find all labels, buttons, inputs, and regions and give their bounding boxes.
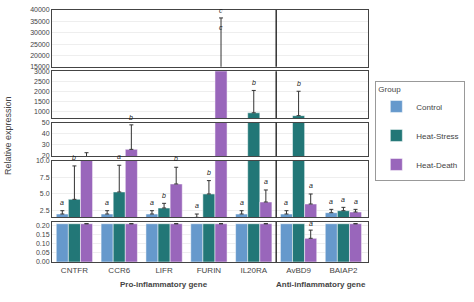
svg-text:1500: 1500 [34, 98, 50, 105]
svg-text:Group: Group [378, 85, 401, 94]
svg-text:CCR6: CCR6 [108, 266, 130, 275]
svg-text:30: 30 [42, 141, 50, 148]
svg-text:a: a [150, 199, 154, 206]
svg-text:b: b [174, 155, 178, 162]
svg-text:0.10: 0.10 [36, 240, 50, 247]
svg-text:c: c [219, 24, 223, 31]
svg-text:20: 20 [42, 152, 50, 159]
svg-text:Heat-Death: Heat-Death [416, 161, 457, 170]
svg-text:Pro-inflammatory gene: Pro-inflammatory gene [120, 280, 208, 289]
svg-text:BAIAP2: BAIAP2 [329, 266, 358, 275]
svg-text:a: a [354, 198, 358, 205]
svg-text:b: b [72, 154, 76, 161]
svg-text:FURIN: FURIN [197, 266, 222, 275]
svg-text:25000: 25000 [30, 41, 50, 48]
svg-text:a: a [105, 199, 109, 206]
svg-text:AvBD9: AvBD9 [286, 266, 311, 275]
svg-text:0.00: 0.00 [36, 258, 50, 265]
svg-text:30000: 30000 [30, 29, 50, 36]
svg-text:0.15: 0.15 [36, 231, 50, 238]
svg-text:b: b [162, 192, 166, 199]
svg-text:b: b [297, 80, 301, 87]
svg-text:Relative expression: Relative expression [3, 96, 13, 175]
svg-text:40000: 40000 [30, 6, 50, 13]
svg-text:20000: 20000 [30, 52, 50, 59]
svg-text:CNTFR: CNTFR [61, 266, 88, 275]
svg-text:2500: 2500 [34, 78, 50, 85]
svg-text:a: a [309, 182, 313, 189]
svg-text:15000: 15000 [30, 63, 50, 70]
svg-text:a: a [329, 198, 333, 205]
svg-text:b: b [129, 114, 133, 121]
svg-text:a: a [60, 199, 64, 206]
svg-text:3000: 3000 [34, 68, 50, 75]
svg-text:10.0: 10.0 [36, 157, 50, 164]
svg-text:a: a [284, 199, 288, 206]
svg-text:5.0: 5.0 [40, 190, 50, 197]
svg-text:7.5: 7.5 [40, 174, 50, 181]
svg-text:2.5: 2.5 [40, 207, 50, 214]
svg-text:a: a [117, 153, 121, 160]
svg-text:0.05: 0.05 [36, 249, 50, 256]
svg-text:Anti-inflammatory gene: Anti-inflammatory gene [276, 280, 366, 289]
svg-text:b: b [252, 79, 256, 86]
svg-text:35000: 35000 [30, 18, 50, 25]
svg-text:a: a [341, 196, 345, 203]
svg-text:1000: 1000 [34, 108, 50, 115]
svg-text:a: a [240, 199, 244, 206]
svg-text:a: a [195, 202, 199, 209]
svg-text:40: 40 [42, 130, 50, 137]
svg-text:b: b [207, 169, 211, 176]
svg-text:Heat-Stress: Heat-Stress [416, 132, 458, 141]
svg-text:IL20RA: IL20RA [240, 266, 267, 275]
svg-text:50: 50 [42, 119, 50, 126]
svg-text:a: a [309, 220, 313, 227]
svg-text:LIFR: LIFR [155, 266, 173, 275]
svg-text:Control: Control [416, 103, 442, 112]
svg-text:c: c [219, 7, 223, 14]
svg-text:0.20: 0.20 [36, 222, 50, 229]
svg-text:2000: 2000 [34, 88, 50, 95]
svg-text:a: a [264, 178, 268, 185]
